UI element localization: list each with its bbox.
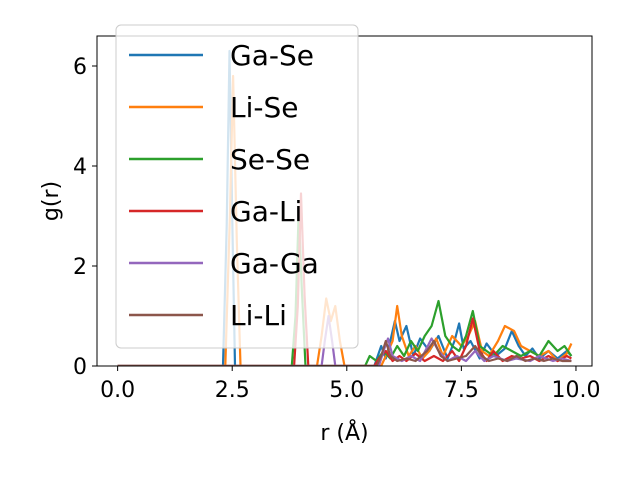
legend-label-ga-se: Ga-Se [230,39,314,72]
x-axis-label: r (Å) [320,419,368,446]
x-tick-label: 7.5 [444,378,479,403]
legend-label-li-se: Li-Se [230,91,298,124]
x-axis: 0.0 2.5 5.0 7.5 10.0 [100,366,600,403]
x-tick-label: 5.0 [329,378,364,403]
series-line-ga-li [117,192,572,366]
y-axis-label: g(r) [39,181,64,221]
legend-label-ga-ga: Ga-Ga [230,247,319,280]
y-tick-label: 2 [73,255,87,280]
y-tick-label: 6 [73,55,87,80]
legend: Ga-Se Li-Se Se-Se Ga-Li Ga-Ga Li-Li [115,24,359,349]
legend-label-li-li: Li-Li [230,299,287,332]
legend-label-se-se: Se-Se [230,143,310,176]
y-axis: 0 2 4 6 [73,55,97,380]
series-layer [117,49,573,366]
y-tick-label: 4 [73,155,87,180]
x-tick-label: 10.0 [551,378,600,403]
x-tick-label: 2.5 [215,378,250,403]
y-tick-label: 0 [73,355,87,380]
series-line-li-li [117,339,572,366]
x-tick-label: 0.0 [100,378,135,403]
series-line-se-se [117,209,573,366]
legend-label-ga-li: Ga-Li [230,195,302,228]
series-line-li-se [117,74,573,366]
